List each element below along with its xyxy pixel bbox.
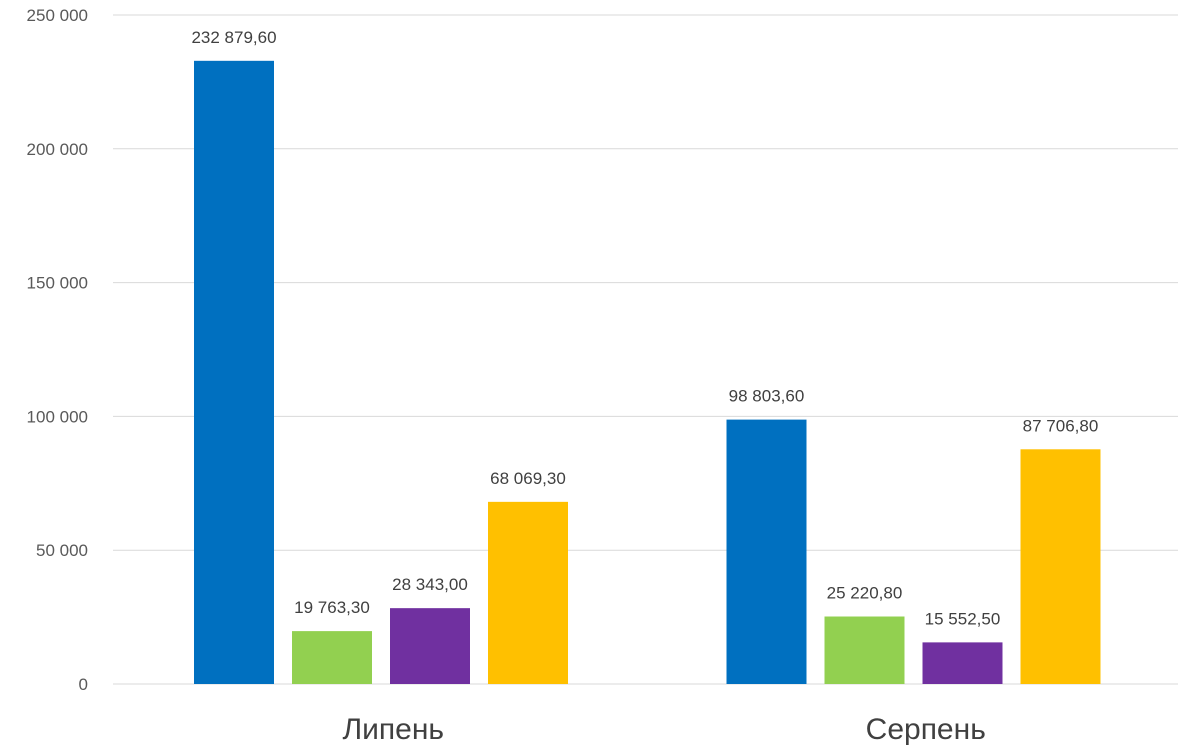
data-label: 28 343,00	[392, 575, 468, 594]
bar	[292, 631, 372, 684]
data-label: 68 069,30	[490, 469, 566, 488]
y-tick-label: 0	[79, 675, 88, 694]
x-category-label: Серпень	[866, 713, 986, 746]
x-axis-category-labels: Липень Серпень	[342, 713, 985, 746]
x-category-label: Липень	[342, 713, 444, 746]
data-labels: 232 879,60 19 763,30 28 343,00 68 069,30 98 …	[191, 28, 1098, 629]
data-label: 25 220,80	[827, 584, 903, 603]
bar	[824, 616, 905, 684]
bar	[1020, 449, 1101, 684]
y-tick-label: 250 000	[27, 6, 88, 25]
bar	[726, 419, 807, 684]
y-tick-label: 50 000	[36, 541, 88, 560]
bars	[194, 60, 1101, 684]
bar	[194, 60, 274, 684]
y-tick-label: 100 000	[27, 407, 88, 426]
data-label: 19 763,30	[294, 598, 370, 617]
y-axis-tick-labels: 0 50 000 100 000 150 000 200 000 250 000	[27, 6, 88, 694]
bar	[390, 608, 470, 684]
data-label: 87 706,80	[1023, 416, 1099, 435]
data-label: 98 803,60	[729, 387, 805, 406]
y-tick-label: 150 000	[27, 274, 88, 293]
data-label: 15 552,50	[925, 609, 1001, 628]
bar	[488, 501, 568, 684]
y-tick-label: 200 000	[27, 140, 88, 159]
data-label: 232 879,60	[191, 28, 276, 47]
bar	[922, 642, 1003, 684]
